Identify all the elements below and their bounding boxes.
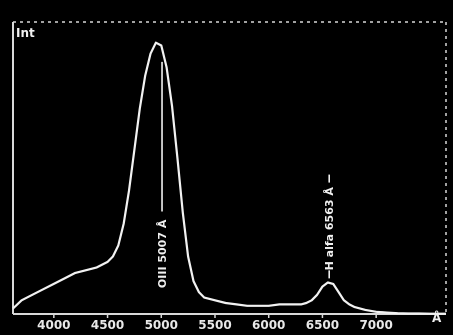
spectrum-line [12, 41, 446, 315]
x-tick-label: 4500 [91, 318, 124, 332]
x-tick-label: 6000 [252, 318, 285, 332]
annotation-label: H alfa 6563 Å [323, 187, 336, 271]
annotations: OIII 5007 Å H alfa 6563 Å [156, 61, 336, 288]
x-tick-label: 6500 [306, 318, 339, 332]
plot-frame [12, 21, 447, 315]
y-axis-label: Int [16, 26, 35, 40]
x-tick-label: 5000 [145, 318, 178, 332]
x-tick-label: 7000 [359, 318, 392, 332]
x-tick-label: 4000 [37, 318, 70, 332]
x-ticks: 4000 4500 5000 5500 6000 6500 7000 [37, 314, 393, 332]
x-axis-unit-label: Å [432, 310, 442, 325]
annotation-label: OIII 5007 Å [156, 219, 169, 288]
x-tick-label: 5500 [198, 318, 231, 332]
